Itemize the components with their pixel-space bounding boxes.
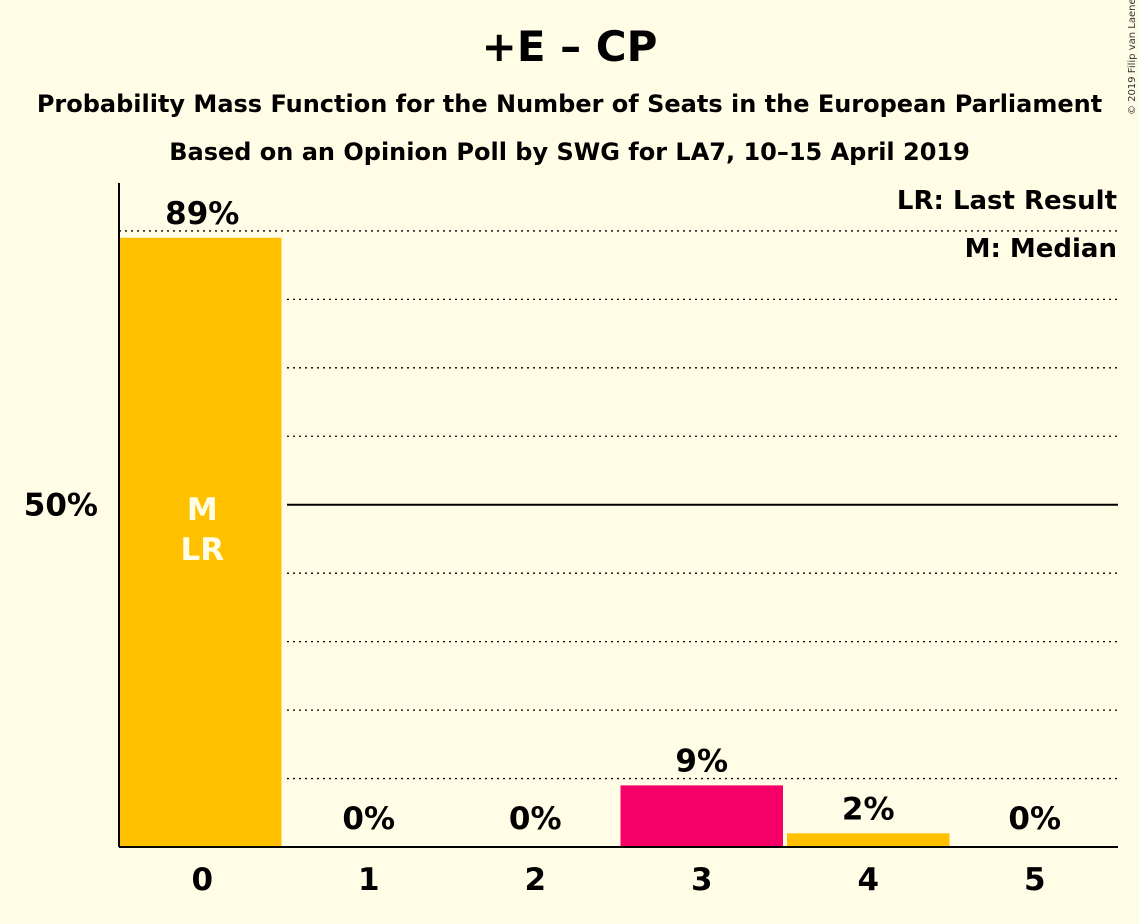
- x-tick-label: 1: [358, 862, 380, 898]
- value-labels: 89% 0% 0% 9% 2% 0%: [165, 196, 1061, 837]
- legend-median: M: Median: [965, 234, 1117, 264]
- chart-title: +E – CP: [481, 22, 658, 71]
- x-tick-label: 4: [857, 862, 879, 898]
- value-label: 9%: [675, 743, 728, 779]
- legend-last-result: LR: Last Result: [897, 186, 1117, 216]
- in-bar-labels: M LR: [180, 492, 224, 568]
- bar-seats-0: [119, 237, 282, 848]
- in-bar-label: M: [187, 492, 218, 528]
- value-label: 89%: [165, 196, 239, 232]
- chart-subtitle: Probability Mass Function for the Number…: [36, 90, 1103, 118]
- x-tick-label: 0: [191, 862, 213, 898]
- value-label: 2%: [842, 791, 895, 827]
- bar-seats-3: [620, 785, 783, 847]
- chart-source-line: Based on an Opinion Poll by SWG for LA7,…: [169, 138, 970, 166]
- x-tick-label: 5: [1024, 862, 1046, 898]
- x-tick-label: 2: [524, 862, 546, 898]
- y-tick-label: 50%: [24, 488, 98, 524]
- x-tick-labels: 0 1 2 3 4 5: [191, 862, 1045, 898]
- value-label: 0%: [1008, 801, 1061, 837]
- value-label: 0%: [342, 801, 395, 837]
- bar-seats-4: [787, 833, 950, 847]
- gridlines: [119, 230, 1118, 780]
- x-tick-label: 3: [691, 862, 713, 898]
- value-label: 0%: [509, 801, 562, 837]
- bars: [119, 237, 950, 848]
- in-bar-label: LR: [180, 532, 224, 568]
- y-tick-labels: 50%: [24, 488, 98, 524]
